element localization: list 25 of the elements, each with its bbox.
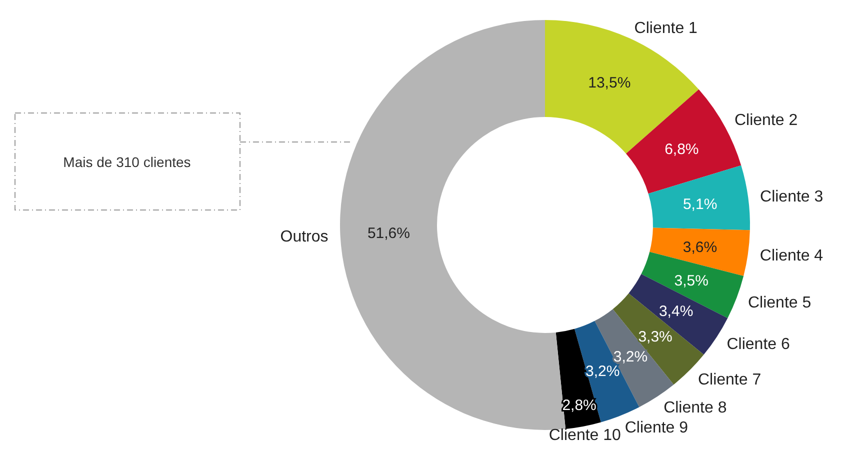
data-label: 5,1% bbox=[682, 196, 718, 214]
donut-slice bbox=[648, 165, 750, 230]
data-label: 3,2% bbox=[613, 348, 648, 366]
text: Mais de 310 clientes bbox=[63, 154, 191, 170]
slice-label: Cliente 9 bbox=[624, 419, 688, 436]
data-label: 51,6% bbox=[367, 225, 410, 242]
donut-slice bbox=[545, 20, 699, 154]
data-label: 3,2% bbox=[586, 362, 620, 380]
slice-label: Cliente 1 bbox=[634, 20, 698, 37]
slice-label: Cliente 6 bbox=[726, 336, 790, 354]
data-label: 6,8% bbox=[664, 140, 699, 158]
slice-label: Cliente 8 bbox=[664, 399, 727, 416]
slice-label: Cliente 2 bbox=[734, 112, 798, 129]
slice-label: Cliente 10 bbox=[548, 426, 622, 444]
data-label: 13,5% bbox=[588, 74, 631, 92]
slice-label: Cliente 7 bbox=[698, 372, 762, 389]
data-label: 3,6% bbox=[682, 238, 718, 256]
slice-label: Cliente 4 bbox=[760, 248, 824, 264]
slice-label: Outros bbox=[280, 228, 328, 246]
slice-label: Cliente 3 bbox=[760, 188, 824, 206]
data-label: 3,5% bbox=[674, 272, 708, 290]
data-label: 3,4% bbox=[658, 302, 694, 320]
data-label: 2,8% bbox=[562, 397, 596, 414]
data-label: 3,3% bbox=[638, 328, 672, 346]
slice-label: Cliente 5 bbox=[748, 294, 812, 312]
